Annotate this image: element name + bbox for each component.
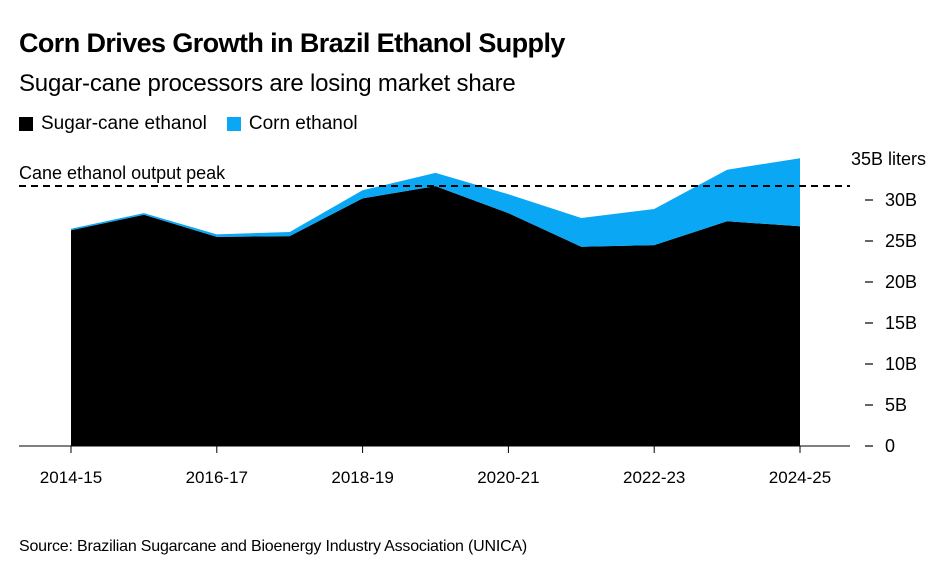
- annotation-layer: Cane ethanol output peak: [19, 163, 850, 188]
- chart-subtitle: Sugar-cane processors are losing market …: [19, 70, 516, 97]
- area-corn-ethanol: [71, 158, 800, 247]
- legend-item-sugar-cane: Sugar-cane ethanol: [19, 113, 207, 135]
- legend-item-corn: Corn ethanol: [226, 113, 358, 135]
- y-tick-label: 20B: [885, 272, 917, 292]
- legend-swatch-corn: [226, 117, 241, 131]
- chart-title: Corn Drives Growth in Brazil Ethanol Sup…: [19, 28, 565, 58]
- area-layer: [71, 158, 800, 446]
- x-tick-label: 2022-23: [623, 468, 685, 487]
- y-tick-label: 25B: [885, 231, 917, 251]
- legend: Sugar-cane ethanol Corn ethanol: [19, 113, 378, 135]
- y-tick-label: 15B: [885, 313, 917, 333]
- y-tick-label: 5B: [885, 395, 907, 415]
- legend-label-corn: Corn ethanol: [248, 113, 358, 134]
- x-axis: 2014-15 2016-17 2018-19 2020-21 2022-23 2024-…: [19, 445, 850, 487]
- y-tick-label: 10B: [885, 354, 917, 374]
- y-tick-label: 30B: [885, 190, 917, 210]
- peak-reference-label: Cane ethanol output peak: [19, 163, 226, 183]
- y-axis: 0 5B 10B 15B 20B 25B 30B 35B liters: [851, 149, 926, 456]
- x-tick-label: 2020-21: [477, 468, 539, 487]
- x-tick-label: 2016-17: [186, 468, 248, 487]
- legend-swatch-sugar-cane: [19, 117, 33, 131]
- x-tick-label: 2014-15: [40, 468, 102, 487]
- x-tick-label: 2024-25: [769, 468, 831, 487]
- source-note: Source: Brazilian Sugarcane and Bioenerg…: [19, 538, 528, 555]
- y-tick-label: 0: [885, 436, 895, 456]
- legend-label-sugar-cane: Sugar-cane ethanol: [41, 113, 207, 134]
- y-axis-unit-label: 35B liters: [851, 149, 926, 169]
- area-sugar-cane-ethanol: [71, 186, 800, 446]
- x-tick-label: 2018-19: [331, 468, 393, 487]
